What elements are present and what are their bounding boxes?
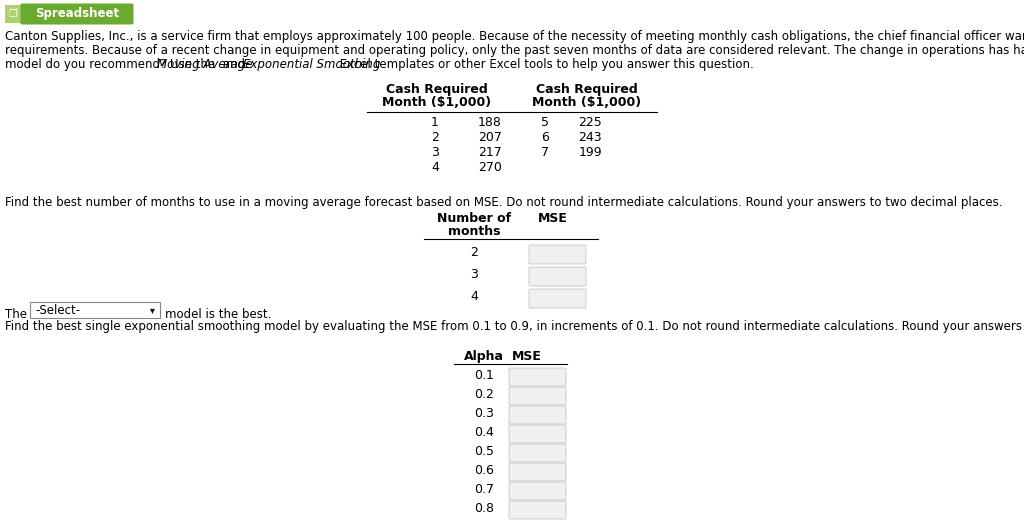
Bar <box>5 5 22 23</box>
FancyBboxPatch shape <box>529 245 586 264</box>
Text: Month ($1,000): Month ($1,000) <box>532 96 642 109</box>
Text: 0.1: 0.1 <box>474 369 494 382</box>
Text: Canton Supplies, Inc., is a service firm that employs approximately 100 people. : Canton Supplies, Inc., is a service firm… <box>5 30 1024 43</box>
FancyBboxPatch shape <box>509 482 566 500</box>
FancyBboxPatch shape <box>30 302 160 318</box>
Text: Exponential Smoothing: Exponential Smoothing <box>243 58 381 71</box>
Text: Alpha: Alpha <box>464 350 504 363</box>
Text: 0.6: 0.6 <box>474 464 494 477</box>
Text: The: The <box>5 308 27 321</box>
Text: Moving Average: Moving Average <box>157 58 253 71</box>
Text: 243: 243 <box>579 131 602 144</box>
Text: Month ($1,000): Month ($1,000) <box>382 96 492 109</box>
FancyBboxPatch shape <box>509 463 566 481</box>
Text: model do you recommend? Use the: model do you recommend? Use the <box>5 58 219 71</box>
FancyBboxPatch shape <box>509 501 566 519</box>
Text: 0.5: 0.5 <box>474 445 494 458</box>
Text: 225: 225 <box>579 116 602 129</box>
Text: 3: 3 <box>431 146 439 159</box>
FancyBboxPatch shape <box>509 387 566 405</box>
FancyBboxPatch shape <box>509 406 566 424</box>
Text: 7: 7 <box>541 146 549 159</box>
Text: 4: 4 <box>431 161 439 174</box>
Text: Find the best single exponential smoothing model by evaluating the MSE from 0.1 : Find the best single exponential smoothi… <box>5 320 1024 333</box>
Text: Find the best number of months to use in a moving average forecast based on MSE.: Find the best number of months to use in… <box>5 196 1002 209</box>
Text: 0.2: 0.2 <box>474 388 494 401</box>
Text: 188: 188 <box>478 116 502 129</box>
Text: Spreadsheet: Spreadsheet <box>35 7 119 20</box>
Text: 5: 5 <box>541 116 549 129</box>
Text: 2: 2 <box>470 246 478 259</box>
Text: 2: 2 <box>431 131 439 144</box>
Text: Cash Required: Cash Required <box>537 83 638 96</box>
Text: 0.4: 0.4 <box>474 426 494 439</box>
Text: ▾: ▾ <box>150 305 155 315</box>
FancyBboxPatch shape <box>529 267 586 286</box>
Text: 207: 207 <box>478 131 502 144</box>
Text: model is the best.: model is the best. <box>165 308 271 321</box>
Text: MSE: MSE <box>512 350 542 363</box>
FancyBboxPatch shape <box>509 425 566 443</box>
Text: ❐: ❐ <box>8 9 17 19</box>
Text: 0.3: 0.3 <box>474 407 494 420</box>
Text: 1: 1 <box>431 116 439 129</box>
Text: 4: 4 <box>470 290 478 303</box>
Text: 6: 6 <box>541 131 549 144</box>
Text: Excel templates or other Excel tools to help you answer this question.: Excel templates or other Excel tools to … <box>337 58 755 71</box>
Text: Number of: Number of <box>437 212 511 225</box>
Text: 199: 199 <box>579 146 602 159</box>
Text: 0.8: 0.8 <box>474 502 494 515</box>
Text: MSE: MSE <box>538 212 568 225</box>
Text: -Select-: -Select- <box>35 303 80 316</box>
Text: 217: 217 <box>478 146 502 159</box>
Text: months: months <box>447 225 501 238</box>
FancyBboxPatch shape <box>509 368 566 386</box>
FancyBboxPatch shape <box>20 4 133 25</box>
Text: 3: 3 <box>470 268 478 281</box>
Text: Cash Required: Cash Required <box>386 83 487 96</box>
FancyBboxPatch shape <box>529 289 586 308</box>
Text: 270: 270 <box>478 161 502 174</box>
FancyBboxPatch shape <box>509 444 566 462</box>
Text: 0.7: 0.7 <box>474 483 494 496</box>
Text: requirements. Because of a recent change in equipment and operating policy, only: requirements. Because of a recent change… <box>5 44 1024 57</box>
Text: and: and <box>219 58 249 71</box>
